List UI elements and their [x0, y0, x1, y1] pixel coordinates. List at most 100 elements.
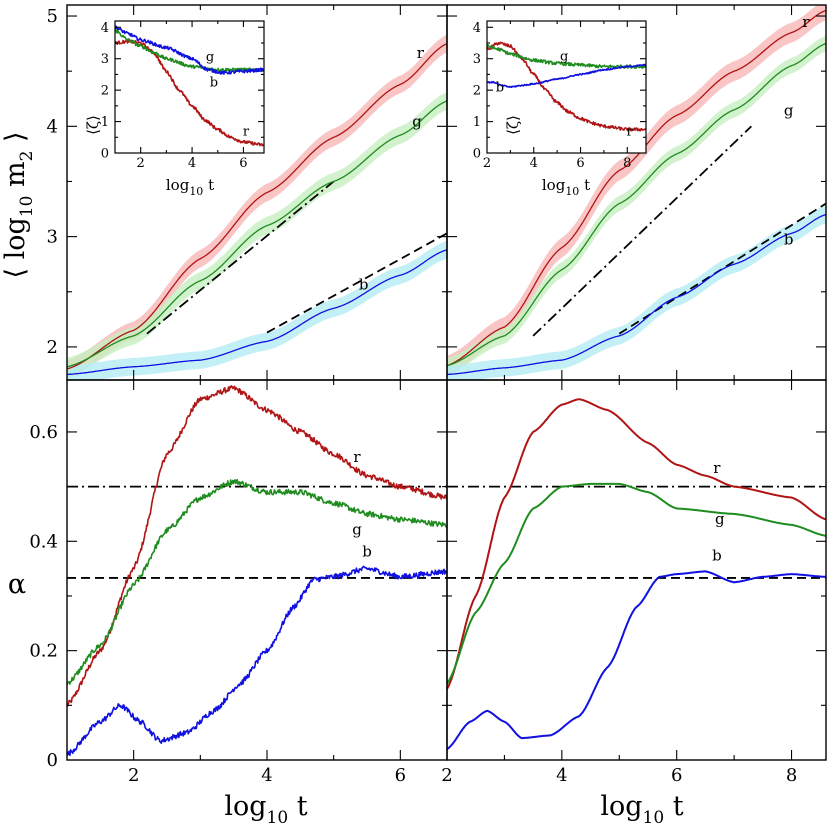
xlabel-right-main: log	[600, 791, 642, 822]
xlabel-right-rest: t	[664, 791, 684, 822]
bottom-left-curve-label-b: b	[362, 543, 372, 561]
inset-right-xtick-label: 2	[483, 156, 491, 171]
inset-right-series-r	[487, 41, 646, 132]
bottom-left-ytick-label: 0	[47, 750, 58, 771]
top-right-curve-label-b: b	[784, 230, 794, 248]
top-left-band-b	[67, 241, 447, 380]
inset-left-xtick-label: 6	[239, 156, 247, 171]
bottom-left-series-r	[67, 385, 447, 707]
bottom-y-axis-title: α	[8, 569, 26, 600]
x-axis-title-right: log10 t	[600, 791, 683, 828]
inset-left-series-b	[115, 25, 264, 75]
inset-right-curve-label-b: b	[496, 81, 504, 96]
inset-right-ytick-label: 2	[473, 84, 481, 99]
inset-left-curve-label-r: r	[243, 125, 250, 140]
bottom-right-xtick-label: 8	[786, 765, 797, 786]
bottom-left-curve-label-g: g	[352, 521, 362, 539]
inset-left-xlabel-sub: 10	[189, 185, 203, 198]
top-left-ytick-label: 3	[47, 227, 58, 248]
top-left-band-r	[67, 34, 447, 378]
top-ylabel-sub2: 2	[17, 151, 37, 162]
top-right-band-g	[447, 35, 826, 374]
top-ylabel-sub: 10	[17, 196, 37, 218]
top-left-curve-label-b: b	[359, 276, 369, 294]
bottom-right-series-b	[447, 570, 826, 750]
top-right-series-b	[447, 213, 826, 376]
top-left-ytick-label: 5	[47, 6, 58, 27]
bottom-right-curve-label-r: r	[713, 459, 721, 477]
inset-right-xtick-label: 6	[576, 156, 584, 171]
x-axis-title-left: log10 t	[224, 791, 307, 828]
bottom-right-xtick-label: 2	[441, 765, 452, 786]
bottom-left-ytick-label: 0.4	[29, 531, 58, 552]
inset-left-ytick-label: 0	[101, 147, 109, 162]
bottom-right-curve-label-g: g	[715, 510, 725, 528]
top-left-curve-label-r: r	[417, 44, 425, 62]
bottom-right-xtick-label: 4	[556, 765, 567, 786]
inset-right-ytick-label: 3	[473, 52, 481, 67]
xlabel-left-main: log	[224, 791, 266, 822]
top-right-reference-dashed-line	[618, 202, 826, 335]
inset-right-ytick-label: 4	[473, 21, 481, 36]
bottom-left-xtick-label: 2	[128, 765, 139, 786]
inset-left-series-g	[115, 29, 264, 72]
bottom-left-series-b	[67, 565, 447, 757]
inset-right-xlabel-sub: 10	[565, 185, 579, 198]
bottom-right-series-g	[447, 482, 826, 685]
xlabel-right-sub: 10	[643, 808, 665, 828]
inset-left-frame	[114, 20, 265, 154]
inset-right-ytick-label: 1	[473, 115, 481, 130]
inset-left-xtick-label: 4	[188, 156, 196, 171]
top-ylabel-close: ⟩	[0, 131, 31, 150]
inset-left-ytick-label: 2	[101, 84, 109, 99]
inset-left-xtick-label: 2	[137, 156, 145, 171]
bottom-right-curve-label-b: b	[712, 546, 722, 564]
svg-text:⟨ζ⟩: ⟨ζ⟩	[84, 115, 102, 135]
inset-right-xtick-label: 4	[530, 156, 538, 171]
inset-left-ytick-label: 3	[101, 52, 109, 67]
bottom-right-frame	[446, 379, 827, 761]
frame-layer	[66, 4, 827, 761]
inset-left-curve-label-b: b	[210, 75, 218, 90]
inset-left-xlabel-rest: t	[203, 176, 214, 194]
inset-left-ytick-label: 1	[101, 115, 109, 130]
inset-right-xlabel-main: log	[542, 176, 566, 194]
top-left-series-r	[67, 43, 447, 370]
top-left-series-g	[67, 100, 447, 368]
top-right-reference-dash-dot-line	[532, 125, 752, 337]
inset-right-series-b	[487, 63, 646, 89]
top-right-series-g	[447, 42, 826, 367]
bottom-left-ytick-label: 0.6	[29, 422, 58, 443]
bottom-left-xtick-label: 4	[261, 765, 272, 786]
inset-right-xtick-label: 8	[623, 156, 631, 171]
bottom-left-curve-label-r: r	[353, 448, 361, 466]
inset-left-curve-label-g: g	[206, 50, 214, 65]
inset-right-curve-label-g: g	[560, 49, 568, 64]
inset-left-y-title: ⟨ζ⟩	[84, 115, 102, 135]
inset-right-ytick-label: 0	[473, 147, 481, 162]
top-right-series-r	[447, 9, 826, 367]
top-right-band-b	[447, 205, 826, 380]
bottom-left-ytick-label: 0.2	[29, 641, 58, 662]
xlabel-left-rest: t	[288, 791, 308, 822]
bottom-right-xtick-label: 6	[671, 765, 682, 786]
inset-left-x-title: log10 t	[166, 176, 214, 198]
top-left-ytick-label: 4	[47, 116, 58, 137]
inset-right-frame	[486, 20, 647, 154]
top-left-ytick-label: 2	[47, 337, 58, 358]
bottom-left-frame	[66, 379, 448, 761]
top-left-band-g	[67, 92, 447, 376]
inset-left-series-r	[115, 39, 264, 147]
inset-right-xlabel-rest: t	[579, 176, 590, 194]
inset-left-xlabel-main: log	[166, 176, 190, 194]
top-y-axis-title: ⟨ log10 m2 ⟩	[0, 131, 37, 278]
bottom-left-xtick-label: 6	[395, 765, 406, 786]
bottom-left-series-g	[67, 478, 447, 686]
inset-right-x-title: log10 t	[542, 176, 590, 198]
svg-text:⟨ζ⟩: ⟨ζ⟩	[504, 115, 522, 135]
top-left-series-b	[67, 249, 447, 376]
top-left-reference-dash-dot-line	[146, 180, 335, 335]
